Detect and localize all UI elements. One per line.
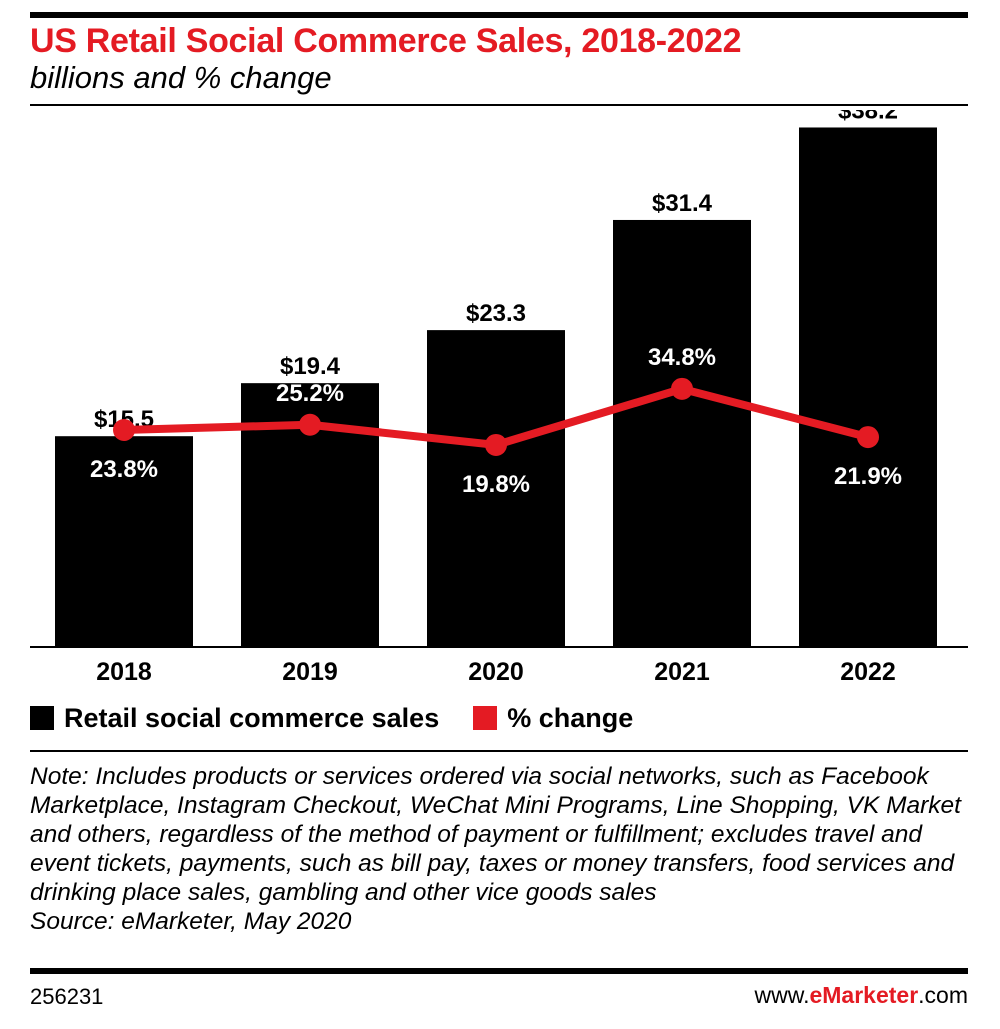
change-label-2020: 19.8% bbox=[462, 471, 530, 498]
legend-item-sales: Retail social commerce sales bbox=[30, 703, 439, 734]
legend-swatch-change bbox=[473, 706, 498, 730]
bar-value-label-2020: $23.3 bbox=[466, 300, 526, 327]
chart-subtitle: billions and % change bbox=[30, 60, 332, 95]
change-label-2018: 23.8% bbox=[90, 456, 158, 483]
change-point-2022 bbox=[857, 426, 879, 449]
x-tick-label-2018: 2018 bbox=[96, 658, 152, 686]
header-rule bbox=[30, 104, 968, 106]
legend-rule bbox=[30, 750, 968, 752]
legend-item-change: % change bbox=[473, 703, 633, 734]
site-link[interactable]: www.eMarketer.com bbox=[755, 982, 968, 1009]
legend: Retail social commerce sales % change bbox=[30, 700, 667, 736]
source-text: Source: eMarketer, May 2020 bbox=[30, 908, 352, 935]
x-tick-label-2022: 2022 bbox=[840, 658, 896, 686]
bar-2018 bbox=[55, 436, 193, 647]
change-point-2021 bbox=[671, 377, 693, 400]
change-label-2022: 21.9% bbox=[834, 463, 902, 490]
bar-labels-group: $15.5$19.4$23.3$31.4$38.2 bbox=[94, 110, 898, 433]
chart-note: Note: Includes products or services orde… bbox=[30, 762, 970, 936]
chart-area: $15.5$19.4$23.3$31.4$38.2 20182019202020… bbox=[30, 110, 968, 686]
bar-value-label-2019: $19.4 bbox=[280, 353, 341, 380]
site-prefix: www. bbox=[754, 982, 810, 1008]
bar-2021 bbox=[613, 219, 751, 647]
legend-swatch-sales bbox=[30, 706, 54, 730]
site-suffix: .com bbox=[918, 982, 968, 1008]
change-label-2021: 34.8% bbox=[648, 344, 716, 371]
change-point-2018 bbox=[113, 418, 135, 441]
change-label-2019: 25.2% bbox=[276, 380, 344, 407]
bottom-rule bbox=[30, 968, 968, 974]
bar-value-label-2021: $31.4 bbox=[652, 190, 713, 217]
x-tick-label-2021: 2021 bbox=[654, 658, 710, 686]
bar-2020 bbox=[427, 330, 565, 647]
chart-title: US Retail Social Commerce Sales, 2018-20… bbox=[30, 22, 742, 60]
x-tick-label-2020: 2020 bbox=[468, 658, 524, 686]
change-point-2019 bbox=[299, 413, 321, 436]
legend-label-sales: Retail social commerce sales bbox=[64, 702, 440, 733]
top-rule bbox=[30, 12, 968, 18]
legend-label-change: % change bbox=[507, 702, 634, 733]
bar-2022 bbox=[799, 127, 937, 648]
bars-group bbox=[55, 127, 937, 648]
bar-value-label-2022: $38.2 bbox=[838, 110, 898, 124]
x-tick-label-2019: 2019 bbox=[282, 658, 338, 686]
x-tick-labels-group: 2018 2019 2020 2021 2022 bbox=[96, 658, 896, 686]
site-brand: eMarketer bbox=[809, 982, 919, 1008]
change-line-group: 23.8% 25.2% 19.8% 34.8% 21.9% bbox=[90, 344, 902, 498]
note-text: Note: Includes products or services orde… bbox=[30, 763, 961, 906]
change-point-2020 bbox=[485, 433, 507, 456]
chart-id: 256231 bbox=[30, 984, 104, 1009]
